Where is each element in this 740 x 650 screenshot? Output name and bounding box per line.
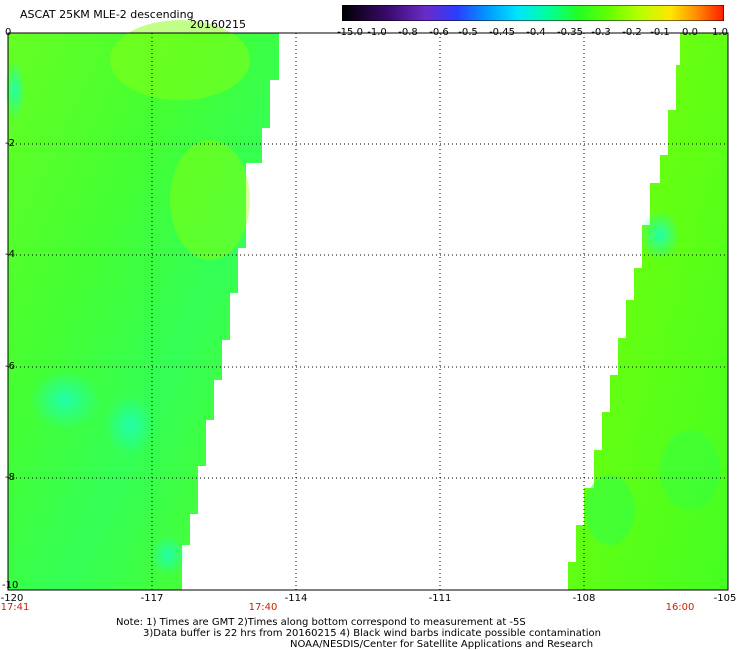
time-label: 16:00: [665, 602, 695, 613]
x-tick-label: -117: [140, 593, 164, 604]
colorbar-label: 1.0: [712, 27, 728, 38]
colorbar-label: -0.35: [557, 27, 583, 38]
colorbar-label: -0.45: [489, 27, 515, 38]
right-data-swath: [568, 33, 728, 590]
x-tick-label: -111: [428, 593, 452, 604]
y-tick-label: -2: [5, 138, 15, 149]
chart-title: ASCAT 25KM MLE-2 descending: [20, 8, 194, 21]
y-tick-label: -6: [5, 361, 15, 372]
colorbar-label: -0.1: [650, 27, 670, 38]
footnote-line: Note: 1) Times are GMT 2)Times along bot…: [116, 617, 526, 628]
x-tick-label: -108: [572, 593, 596, 604]
y-tick-label: 0: [5, 27, 12, 38]
colorbar-labels: -15.0 -1.0 -0.8 -0.6 -0.5 -0.45 -0.4 -0.…: [330, 27, 730, 39]
colorbar-label: -0.4: [526, 27, 546, 38]
x-tick-label: -120: [0, 593, 24, 604]
time-label: 17:41: [0, 602, 30, 613]
colorbar-label: -0.5: [458, 27, 478, 38]
colorbar-label: -0.2: [622, 27, 642, 38]
left-data-swath: [5, 20, 279, 590]
colorbar-label: -1.0: [367, 27, 387, 38]
colorbar-label: -0.3: [591, 27, 611, 38]
grid-lines: [8, 32, 728, 590]
y-tick-label: -4: [5, 249, 15, 260]
y-tick-label: -8: [5, 472, 15, 483]
time-label: 17:40: [248, 602, 278, 613]
footnote-credit: NOAA/NESDIS/Center for Satellite Applica…: [290, 639, 594, 650]
colorbar-label: -15.0: [337, 27, 363, 38]
y-tick-label: -10: [2, 580, 19, 591]
x-tick-label: -105: [713, 593, 737, 604]
colorbar: [342, 5, 724, 21]
footnote-line: 3)Data buffer is 22 hrs from 20160215 4)…: [143, 628, 601, 639]
colorbar-label: -0.6: [429, 27, 449, 38]
chart-date: 20160215: [190, 18, 246, 31]
colorbar-label: -0.8: [398, 27, 418, 38]
colorbar-label: 0.0: [682, 27, 698, 38]
x-tick-label: -114: [284, 593, 308, 604]
